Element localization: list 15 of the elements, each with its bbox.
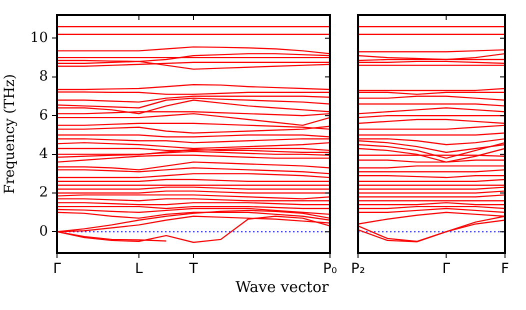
y-tick-label: 0 [39, 223, 48, 240]
x-tick-label: Γ [53, 261, 62, 278]
y-axis-title: Frequency (THz) [2, 74, 18, 194]
x-tick-label: P₂ [350, 261, 366, 278]
x-tick-label: P₀ [322, 261, 338, 278]
x-axis-title: Wave vector [236, 278, 329, 296]
y-tick-label: 4 [39, 146, 48, 162]
y-tick-label: 10 [30, 30, 48, 46]
x-tick-label: Γ [442, 261, 450, 278]
x-tick-label: T [188, 261, 198, 278]
x-tick-label: L [134, 261, 143, 278]
x-tick-label: F [500, 261, 510, 278]
y-tick-label: 8 [39, 68, 48, 85]
y-tick-label: 6 [39, 107, 48, 124]
y-tick-label: 2 [39, 184, 48, 201]
